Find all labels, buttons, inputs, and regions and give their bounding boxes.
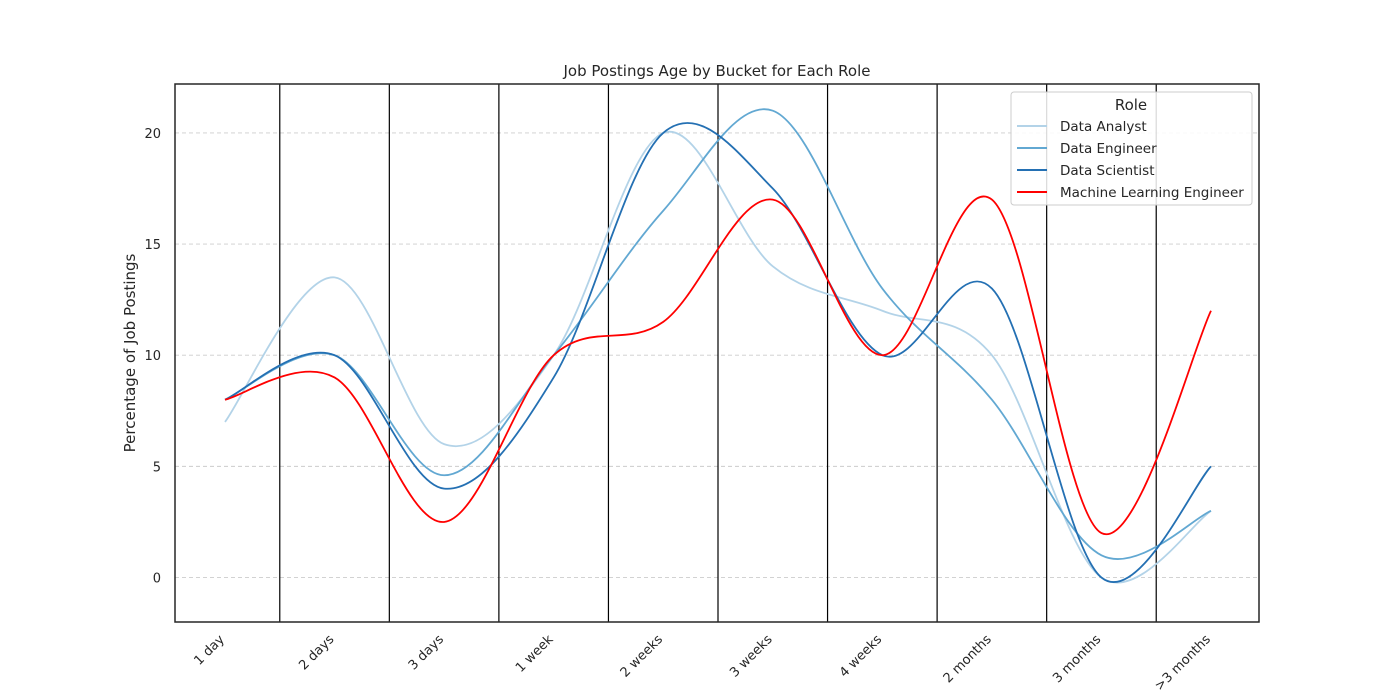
series-line-data-scientist <box>224 122 1212 583</box>
y-tick-label: 0 <box>153 572 161 587</box>
y-tick-label: 15 <box>144 238 161 253</box>
x-tick-label: 2 months <box>941 632 995 686</box>
x-tick-label: 1 day <box>192 632 229 669</box>
series-lines <box>224 108 1212 584</box>
bucket-separators <box>279 84 1157 622</box>
series-line-data-engineer <box>224 108 1212 560</box>
x-tick-label: 3 months <box>1050 632 1104 686</box>
x-tick-label: 4 weeks <box>837 632 885 680</box>
x-tick-label: >3 months <box>1152 632 1214 694</box>
y-tick-label: 5 <box>153 460 161 475</box>
chart-title: Job Postings Age by Bucket for Each Role <box>563 62 871 80</box>
legend-label-machine-learning-engineer: Machine Learning Engineer <box>1060 185 1244 201</box>
x-tick-label: 3 weeks <box>727 632 775 680</box>
x-tick-label: 1 week <box>513 632 557 676</box>
plot-frame <box>174 83 1260 623</box>
x-ticks: 1 day 2 days 3 days 1 week 2 weeks 3 weeks 4 w… <box>192 632 1214 694</box>
series-line-data-analyst <box>224 130 1212 584</box>
legend-label-data-analyst: Data Analyst <box>1060 119 1147 135</box>
legend-items: Data Analyst Data Engineer Data Scientist M… <box>1017 119 1244 201</box>
x-tick-label: 2 weeks <box>618 632 666 680</box>
legend-label-data-scientist: Data Scientist <box>1060 163 1155 179</box>
y-tick-label: 10 <box>144 349 161 364</box>
x-tick-label: 3 days <box>406 632 447 673</box>
series-line-machine-learning-engineer <box>224 195 1212 536</box>
y-axis-label: Percentage of Job Postings <box>121 253 139 452</box>
x-tick-label: 2 days <box>296 632 337 673</box>
y-ticks: 0 5 10 15 20 <box>144 127 161 587</box>
y-tick-label: 20 <box>144 127 161 142</box>
legend-title: Role <box>1115 96 1147 114</box>
legend: Role Data Analyst Data Engineer Data Scien… <box>1010 91 1253 206</box>
legend-label-data-engineer: Data Engineer <box>1060 141 1157 157</box>
legend-box <box>1010 91 1253 206</box>
